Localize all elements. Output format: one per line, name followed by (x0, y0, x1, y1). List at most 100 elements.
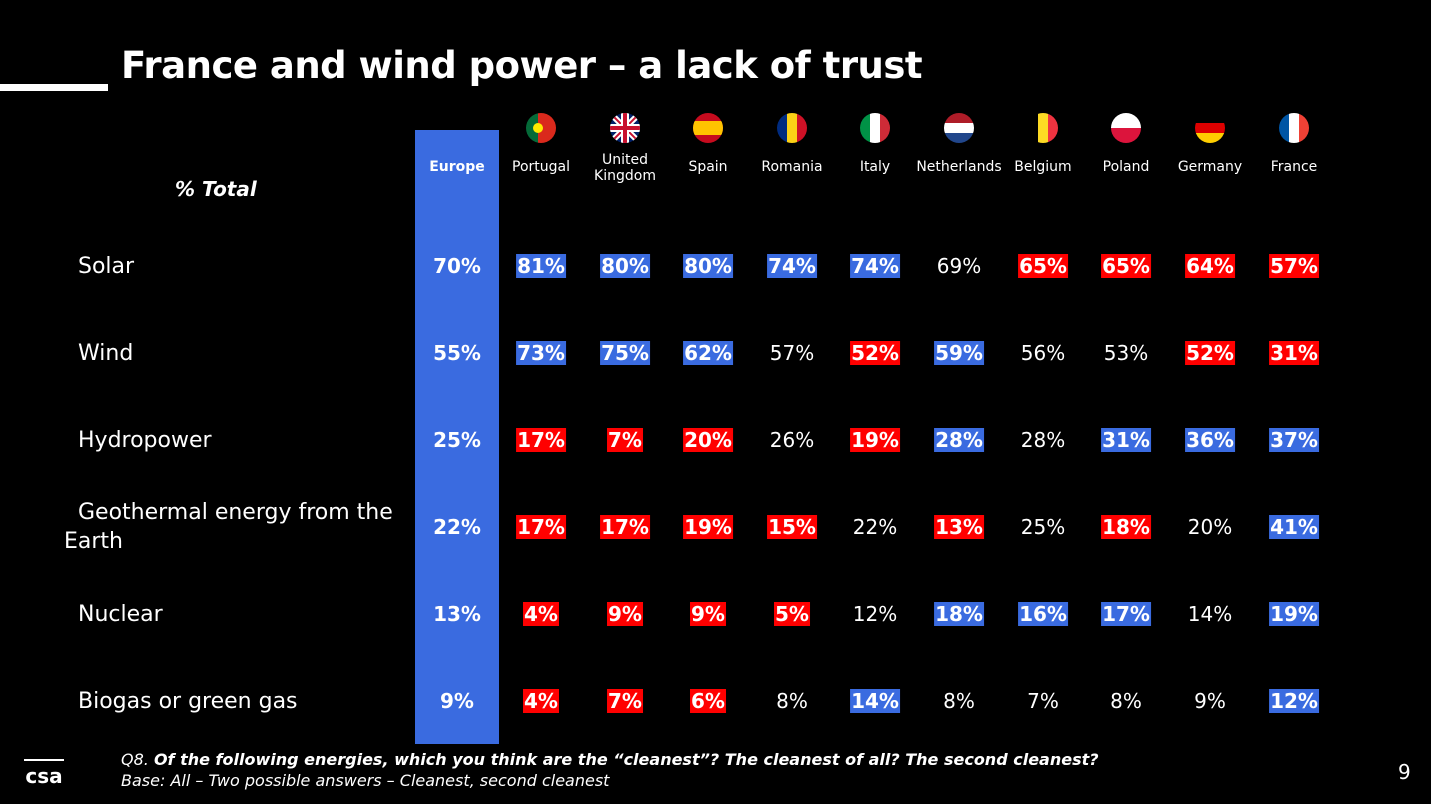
table-cell: 5% (774, 602, 810, 626)
column-header-belgium: Belgium (1014, 159, 1072, 175)
logo-text: csa (25, 764, 62, 787)
table-cell: 18% (934, 602, 984, 626)
table-cell: 19% (850, 428, 900, 452)
table-cell: 74% (850, 254, 900, 278)
row-label: Solar (78, 254, 135, 279)
table-cell: 12% (1269, 689, 1319, 713)
column-header-europe: Europe (429, 159, 485, 175)
romania-flag-icon (777, 113, 807, 143)
table-cell: 14% (1187, 602, 1233, 626)
question-text: Of the following energies, which you thi… (153, 750, 1099, 769)
table-cell: 80% (600, 254, 650, 278)
row-label: Hydropower (78, 428, 212, 453)
table-cell: 17% (600, 515, 650, 539)
table-cell: 81% (516, 254, 566, 278)
table-cell: 8% (943, 689, 975, 713)
table-cell: 14% (850, 689, 900, 713)
column-header-poland: Poland (1102, 159, 1150, 175)
table-cell: 20% (1187, 515, 1233, 539)
table-cell: 25% (1020, 515, 1066, 539)
table-cell: 9% (440, 689, 474, 713)
table-cell: 28% (934, 428, 984, 452)
france-flag-icon (1279, 113, 1309, 143)
table-cell: 36% (1185, 428, 1235, 452)
europe-column-band (415, 130, 499, 744)
row-label: Wind (78, 341, 134, 366)
table-cell: 26% (769, 428, 815, 452)
table-cell: 8% (776, 689, 808, 713)
table-cell: 15% (767, 515, 817, 539)
table-cell: 8% (1110, 689, 1142, 713)
page-title: France and wind power – a lack of trust (121, 44, 923, 87)
poland-flag-icon (1111, 113, 1141, 143)
table-cell: 64% (1185, 254, 1235, 278)
table-cell: 7% (1027, 689, 1059, 713)
table-cell: 65% (1101, 254, 1151, 278)
table-cell: 9% (690, 602, 726, 626)
table-cell: 37% (1269, 428, 1319, 452)
table-cell: 80% (683, 254, 733, 278)
table-cell: 17% (1101, 602, 1151, 626)
footer-base: Base: All – Two possible answers – Clean… (121, 771, 610, 790)
table-cell: 70% (433, 254, 481, 278)
netherlands-flag-icon (944, 113, 974, 143)
table-cell: 4% (523, 602, 559, 626)
row-label: Biogas or green gas (78, 689, 298, 714)
table-cell: 75% (600, 341, 650, 365)
column-header-spain: Spain (688, 159, 728, 175)
table-cell: 52% (1185, 341, 1235, 365)
question-prefix: Q8. (121, 750, 154, 769)
uk-flag-icon (610, 113, 640, 143)
table-cell: 62% (683, 341, 733, 365)
table-cell: 20% (683, 428, 733, 452)
table-cell: 19% (683, 515, 733, 539)
table-cell: 17% (516, 428, 566, 452)
footer-question: Q8. Of the following energies, which you… (121, 750, 1099, 769)
table-cell: 13% (934, 515, 984, 539)
table-cell: 13% (433, 602, 481, 626)
table-cell: 57% (769, 341, 815, 365)
row-header: % Total (175, 177, 257, 201)
column-header-united-kingdom: United Kingdom (594, 152, 656, 184)
csa-logo: csa (24, 759, 64, 787)
table-cell: 55% (433, 341, 481, 365)
row-label: Nuclear (78, 602, 163, 627)
table-cell: 6% (690, 689, 726, 713)
table-cell: 31% (1101, 428, 1151, 452)
table-cell: 9% (1194, 689, 1226, 713)
table-cell: 4% (523, 689, 559, 713)
table-cell: 74% (767, 254, 817, 278)
table-cell: 73% (516, 341, 566, 365)
italy-flag-icon (860, 113, 890, 143)
table-cell: 22% (433, 515, 481, 539)
page-number: 9 (1398, 760, 1411, 784)
table-cell: 17% (516, 515, 566, 539)
table-cell: 52% (850, 341, 900, 365)
table-cell: 41% (1269, 515, 1319, 539)
table-cell: 7% (607, 689, 643, 713)
table-cell: 16% (1018, 602, 1068, 626)
column-header-france: France (1270, 159, 1318, 175)
table-cell: 56% (1020, 341, 1066, 365)
table-cell: 65% (1018, 254, 1068, 278)
portugal-flag-icon (526, 113, 556, 143)
table-cell: 19% (1269, 602, 1319, 626)
table-cell: 59% (934, 341, 984, 365)
table-cell: 12% (852, 602, 898, 626)
table-cell: 53% (1103, 341, 1149, 365)
belgium-flag-icon (1028, 113, 1058, 143)
column-header-romania: Romania (761, 159, 823, 175)
column-header-italy: Italy (859, 159, 891, 175)
column-header-germany: Germany (1177, 159, 1243, 175)
germany-flag-icon (1195, 113, 1225, 143)
column-header-portugal: Portugal (512, 159, 570, 175)
table-cell: 7% (607, 428, 643, 452)
table-cell: 22% (852, 515, 898, 539)
table-cell: 69% (936, 254, 982, 278)
table-cell: 31% (1269, 341, 1319, 365)
table-cell: 28% (1020, 428, 1066, 452)
row-label: Geothermal energy from the Earth (64, 500, 393, 554)
title-rule (0, 84, 108, 91)
column-header-netherlands: Netherlands (916, 159, 1002, 175)
table-cell: 18% (1101, 515, 1151, 539)
